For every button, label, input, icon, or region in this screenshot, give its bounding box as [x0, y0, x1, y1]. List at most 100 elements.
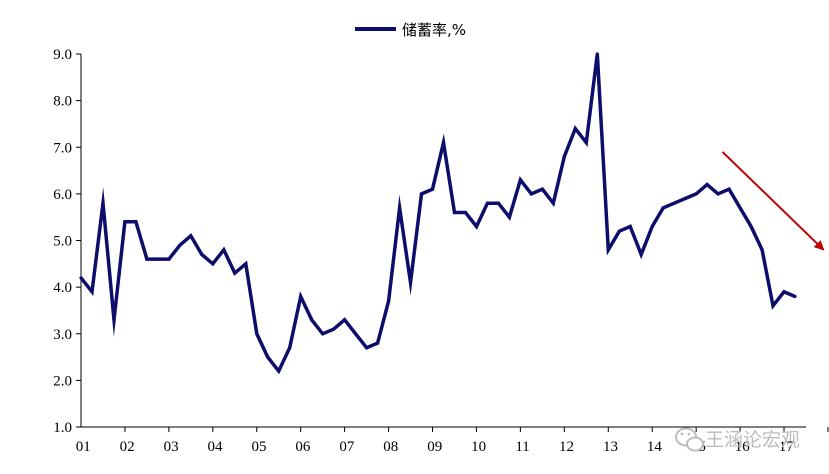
series-layer [79, 52, 797, 375]
data-point [573, 127, 577, 131]
y-tick-label: 3.0 [53, 327, 72, 343]
y-tick-label: 4.0 [53, 280, 72, 296]
data-point [782, 290, 786, 294]
data-point [771, 304, 775, 308]
x-tick-label: 09 [427, 439, 442, 455]
data-point [628, 224, 632, 229]
data-point [79, 276, 83, 280]
data-point [299, 294, 303, 299]
x-tick-label: 08 [383, 439, 398, 455]
x-tick-label: 03 [164, 439, 179, 455]
x-tick-label: 07 [339, 439, 355, 455]
y-tick-label: 6.0 [53, 187, 72, 203]
y-tick-label: 8.0 [53, 94, 72, 110]
data-point [167, 257, 171, 261]
data-point [716, 192, 720, 196]
data-point [211, 262, 215, 266]
wechat-icon [675, 427, 704, 452]
data-point [694, 192, 698, 196]
data-point [200, 252, 204, 257]
legend: 储蓄率,% [355, 21, 466, 39]
data-point [551, 201, 555, 205]
data-point [738, 206, 742, 210]
data-point [134, 220, 138, 224]
y-tick-label: 9.0 [53, 47, 72, 63]
data-point [266, 355, 270, 359]
data-point [408, 280, 413, 285]
data-point [705, 182, 709, 187]
data-point [90, 290, 94, 294]
data-point [288, 346, 292, 350]
trend-arrow [721, 151, 825, 251]
x-tick-label: 10 [471, 439, 486, 455]
x-tick-label: 06 [295, 439, 311, 455]
x-tick-label: 11 [515, 439, 529, 455]
data-point [255, 332, 259, 336]
data-point [793, 294, 797, 299]
x-tick-label: 01 [76, 439, 91, 455]
y-tick-label: 7.0 [53, 140, 72, 156]
x-tick-label: 12 [559, 439, 574, 455]
data-point [727, 187, 731, 191]
data-point [595, 52, 599, 56]
y-axis: 1.0 2.0 3.0 4.0 5.0 6.0 7.0 8.0 9.0 [53, 47, 82, 436]
data-point [617, 229, 621, 233]
data-point [430, 187, 435, 191]
data-point [332, 327, 336, 331]
data-point [222, 248, 226, 252]
data-point [485, 201, 490, 205]
data-point [145, 257, 149, 261]
data-point [760, 248, 764, 252]
data-point [474, 224, 479, 229]
x-tick-label: 13 [603, 439, 618, 455]
x-tick-label: 17 [779, 439, 795, 455]
x-tick-label: 16 [735, 439, 751, 455]
data-point [244, 262, 248, 266]
data-point [749, 224, 753, 229]
data-point [365, 346, 369, 350]
y-tick-label: 1.0 [53, 420, 72, 436]
watermark-text: 王涵论宏观 [705, 429, 800, 451]
data-point [277, 369, 281, 373]
data-point [650, 224, 654, 229]
data-point [419, 192, 424, 196]
data-point [386, 299, 391, 303]
x-tick-label: 02 [120, 439, 135, 455]
data-point [441, 140, 446, 145]
data-point [683, 196, 687, 201]
data-point [562, 154, 566, 159]
data-point [375, 341, 380, 345]
data-point [661, 206, 665, 210]
data-point [529, 192, 533, 196]
x-tick-label: 14 [647, 439, 663, 455]
data-point [496, 201, 501, 205]
data-point [321, 332, 325, 336]
data-point [101, 201, 105, 205]
data-point [310, 318, 314, 322]
annotation-layer [721, 151, 825, 251]
data-point [123, 220, 127, 224]
data-point [178, 243, 182, 247]
data-point [233, 271, 237, 275]
data-point [112, 318, 116, 322]
data-point [463, 210, 468, 215]
data-point [507, 215, 512, 219]
watermark: 王涵论宏观 [675, 427, 800, 452]
legend-label: 储蓄率,% [402, 21, 466, 39]
data-point [540, 187, 544, 191]
x-tick-label: 04 [208, 439, 224, 455]
data-point [584, 140, 588, 145]
series-line [79, 53, 796, 375]
y-tick-label: 5.0 [53, 234, 72, 250]
data-point [397, 206, 402, 210]
data-point [343, 318, 347, 322]
data-point [672, 201, 676, 205]
data-point [518, 178, 522, 182]
data-point [354, 332, 358, 336]
data-point [606, 248, 610, 252]
data-point [452, 210, 457, 215]
data-point [156, 257, 160, 261]
x-tick-label: 05 [251, 439, 266, 455]
